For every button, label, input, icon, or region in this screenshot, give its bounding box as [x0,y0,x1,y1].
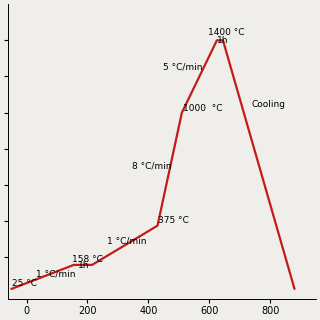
Text: 158 °C: 158 °C [72,255,102,264]
Text: 1 °C/min: 1 °C/min [107,236,147,245]
Text: 1h: 1h [217,36,228,45]
Text: 25 °C: 25 °C [12,279,37,288]
Text: 5 °C/min: 5 °C/min [163,62,203,71]
Text: 1400 °C: 1400 °C [208,28,244,37]
Text: 375 °C: 375 °C [158,216,189,225]
Text: 8 °C/min: 8 °C/min [132,162,171,171]
Text: 1000  °C: 1000 °C [183,104,223,113]
Text: Cooling: Cooling [251,100,285,109]
Text: 1h: 1h [78,261,90,270]
Text: 1 °C/min: 1 °C/min [36,269,75,278]
